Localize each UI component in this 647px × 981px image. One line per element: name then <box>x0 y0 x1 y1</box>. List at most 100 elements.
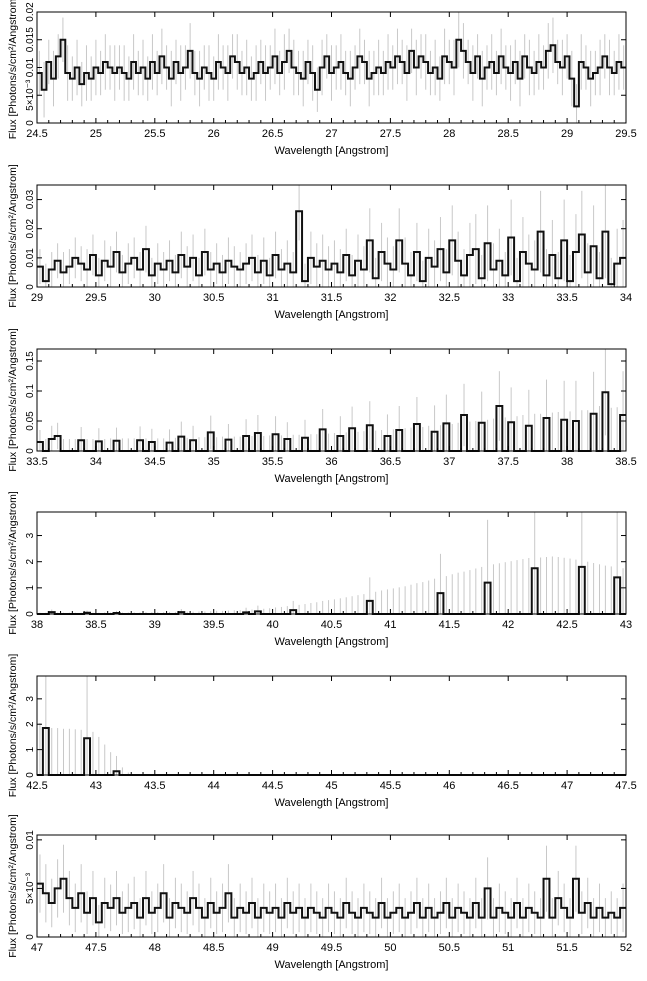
x-axis-label: Wavelength [Angstrom] <box>275 636 389 648</box>
y-tick-label: 0 <box>25 611 36 617</box>
x-tick-label: 46 <box>443 780 455 792</box>
y-tick-label: 0 <box>25 120 36 126</box>
x-tick-label: 30 <box>149 292 161 304</box>
x-tick-label: 26.5 <box>262 128 283 140</box>
y-tick-label: 0.01 <box>25 248 36 268</box>
y-axis-label: Flux [Photons/s/cm²/Angstrom] <box>7 0 19 139</box>
x-tick-label: 40 <box>266 619 278 631</box>
x-tick-label: 29 <box>31 292 43 304</box>
x-tick-label: 24.5 <box>26 128 47 140</box>
x-tick-label: 34 <box>90 456 102 468</box>
y-tick-label: 0 <box>25 448 36 454</box>
chart-panel-6: 47 47.5 48 48.5 49 49.5 50 50.5 51 51.5 52 0 5×10⁻³ 0… <box>7 814 632 971</box>
flux-step-line <box>37 391 626 452</box>
x-tick-label: 43.5 <box>144 780 165 792</box>
y-tick-label: 0 <box>25 772 36 778</box>
x-tick-label: 34 <box>620 292 632 304</box>
chart-panel-3: 33.5 34 34.5 35 35.5 36 36.5 37 37.5 38 38.5 0 0.05 0… <box>7 328 637 485</box>
x-tick-label: 48 <box>149 942 161 954</box>
y-tick-label: 0.1 <box>25 384 36 398</box>
y-tick-label: 2 <box>25 721 36 727</box>
x-tick-label: 29.5 <box>85 292 106 304</box>
x-tick-label: 47 <box>31 942 43 954</box>
chart-panel-1: 24.5 25 25.5 26 26.5 27 27.5 28 28.5 29 29.5 0 5×10⁻… <box>7 0 637 157</box>
y-axis-label: Flux [Photons/s/cm²/Angstrom] <box>7 814 19 958</box>
flux-step-line <box>37 727 626 776</box>
x-axis-label: Wavelength [Angstrom] <box>275 473 389 485</box>
y-tick-label: 0.01 <box>25 830 36 850</box>
x-tick-label: 45.5 <box>380 780 401 792</box>
x-tick-label: 43 <box>620 619 632 631</box>
x-tick-label: 51 <box>502 942 514 954</box>
chart-panel-4: 38 38.5 39 39.5 40 40.5 41 41.5 42 42.5 43 0 1 2 3 Wave… <box>7 491 632 648</box>
plot-frame <box>36 348 627 452</box>
x-tick-label: 35 <box>208 456 220 468</box>
y-tick-label: 0 <box>25 284 36 290</box>
x-tick-label: 42.5 <box>556 619 577 631</box>
x-tick-label: 31 <box>266 292 278 304</box>
x-tick-label: 47 <box>561 780 573 792</box>
x-tick-label: 36 <box>325 456 337 468</box>
x-tick-label: 38.5 <box>615 456 636 468</box>
y-tick-label: 0.15 <box>25 351 36 371</box>
x-tick-label: 38 <box>561 456 573 468</box>
x-tick-label: 27.5 <box>380 128 401 140</box>
plot-frame <box>36 675 627 776</box>
y-tick-label: 0 <box>25 934 36 940</box>
x-tick-label: 36.5 <box>380 456 401 468</box>
x-tick-label: 38 <box>31 619 43 631</box>
y-tick-label: 0.02 <box>25 2 36 22</box>
x-tick-label: 35.5 <box>262 456 283 468</box>
y-tick-label: 5×10⁻³ <box>25 872 36 904</box>
x-axis-label: Wavelength [Angstrom] <box>275 959 389 971</box>
y-tick-label: 1 <box>25 746 36 752</box>
x-tick-label: 47.5 <box>85 942 106 954</box>
x-tick-label: 32.5 <box>439 292 460 304</box>
y-tick-label: 1 <box>25 585 36 591</box>
x-tick-label: 40.5 <box>321 619 342 631</box>
y-tick-label: 5×10⁻³ <box>25 79 36 111</box>
x-tick-label: 49 <box>266 942 278 954</box>
x-tick-label: 33 <box>502 292 514 304</box>
x-tick-label: 37 <box>443 456 455 468</box>
x-tick-label: 49.5 <box>321 942 342 954</box>
x-tick-label: 42.5 <box>26 780 47 792</box>
y-axis-label: Flux [Photons/s/cm²/Angstrom] <box>7 328 19 472</box>
x-tick-label: 28 <box>443 128 455 140</box>
x-tick-label: 33.5 <box>556 292 577 304</box>
y-tick-label: 3 <box>25 532 36 538</box>
y-axis-label: Flux [Photons/s/cm²/Angstrom] <box>7 654 19 798</box>
x-tick-label: 38.5 <box>85 619 106 631</box>
x-tick-label: 30.5 <box>203 292 224 304</box>
x-tick-label: 33.5 <box>26 456 47 468</box>
x-tick-label: 37.5 <box>497 456 518 468</box>
x-tick-label: 51.5 <box>556 942 577 954</box>
chart-panel-2: 29 29.5 30 30.5 31 31.5 32 32.5 33 33.5 34 0 0.01 0.0… <box>7 164 632 321</box>
flux-step-line <box>37 38 626 108</box>
flux-step-line <box>37 565 626 615</box>
y-tick-label: 3 <box>25 696 36 702</box>
plot-frame <box>36 834 627 938</box>
y-axis-label: Flux [Photons/s/cm²/Angstrom] <box>7 164 19 308</box>
x-tick-label: 41 <box>384 619 396 631</box>
x-tick-label: 50.5 <box>439 942 460 954</box>
x-tick-label: 34.5 <box>144 456 165 468</box>
x-tick-label: 39.5 <box>203 619 224 631</box>
x-tick-label: 25 <box>90 128 102 140</box>
y-tick-label: 0.03 <box>25 189 36 209</box>
x-tick-label: 44.5 <box>262 780 283 792</box>
x-tick-label: 47.5 <box>615 780 636 792</box>
x-tick-label: 50 <box>384 942 396 954</box>
y-tick-label: 0.05 <box>25 411 36 431</box>
x-tick-label: 48.5 <box>203 942 224 954</box>
x-tick-label: 52 <box>620 942 632 954</box>
flux-step-line <box>37 877 626 924</box>
x-tick-label: 28.5 <box>497 128 518 140</box>
x-axis-label: Wavelength [Angstrom] <box>275 145 389 157</box>
flux-step-line <box>37 210 626 286</box>
x-axis-label: Wavelength [Angstrom] <box>275 309 389 321</box>
x-tick-label: 29 <box>561 128 573 140</box>
y-tick-label: 0.01 <box>25 57 36 77</box>
x-tick-label: 42 <box>502 619 514 631</box>
